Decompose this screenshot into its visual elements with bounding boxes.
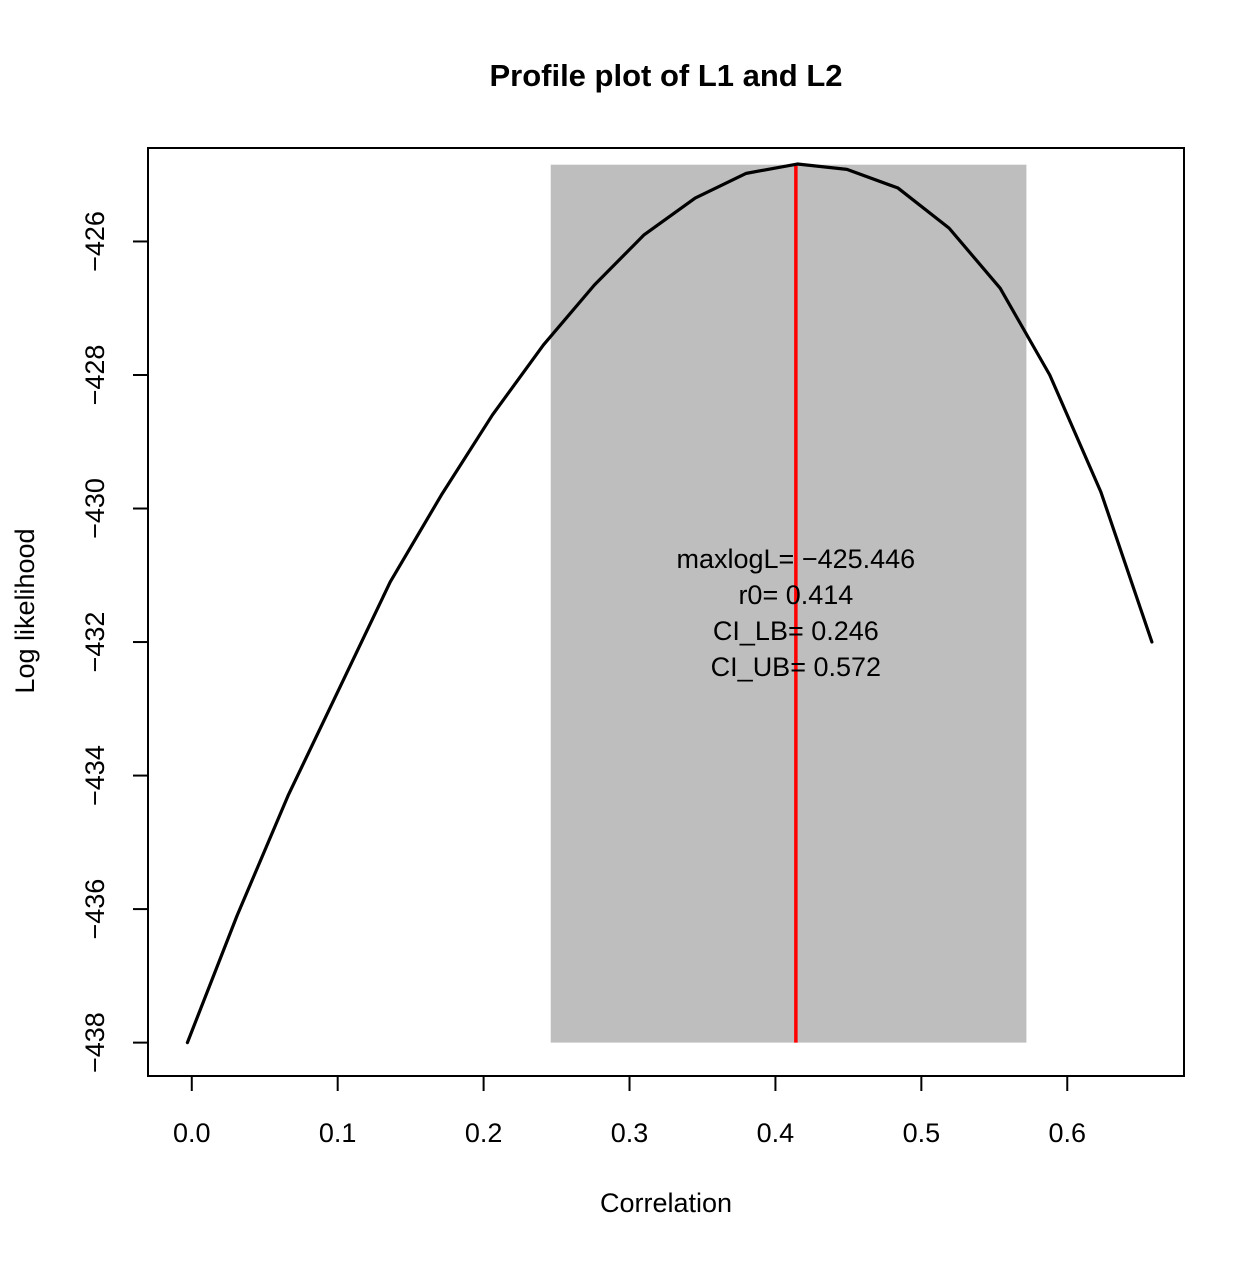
- y-tick-label: −426: [80, 211, 110, 272]
- annotation-line: CI_UB= 0.572: [711, 652, 881, 682]
- y-tick-label: −428: [80, 345, 110, 406]
- x-tick-label: 0.0: [173, 1118, 211, 1148]
- y-tick-label: −438: [80, 1012, 110, 1073]
- plot-frame: [147, 147, 1185, 1077]
- y-axis-label: Log likelihood: [10, 528, 40, 693]
- ci-shaded-region: [550, 164, 1027, 1043]
- x-tick-label: 0.6: [1048, 1118, 1086, 1148]
- profile-likelihood-line: [185, 162, 1154, 1045]
- annotation-line: maxlogL= −425.446: [677, 544, 916, 574]
- y-tick-label: −434: [80, 745, 110, 806]
- chart-title: Profile plot of L1 and L2: [489, 58, 842, 93]
- x-tick-label: 0.1: [319, 1118, 357, 1148]
- x-tick-label: 0.4: [757, 1118, 795, 1148]
- annotation-line: CI_LB= 0.246: [713, 616, 879, 646]
- x-axis-label: Correlation: [600, 1188, 732, 1218]
- x-tick-label: 0.3: [611, 1118, 649, 1148]
- annotation-line: r0= 0.414: [738, 580, 853, 610]
- y-tick-label: −436: [80, 879, 110, 940]
- x-tick-label: 0.5: [903, 1118, 941, 1148]
- y-tick-label: −432: [80, 612, 110, 673]
- y-tick-label: −430: [80, 478, 110, 539]
- x-tick-label: 0.2: [465, 1118, 503, 1148]
